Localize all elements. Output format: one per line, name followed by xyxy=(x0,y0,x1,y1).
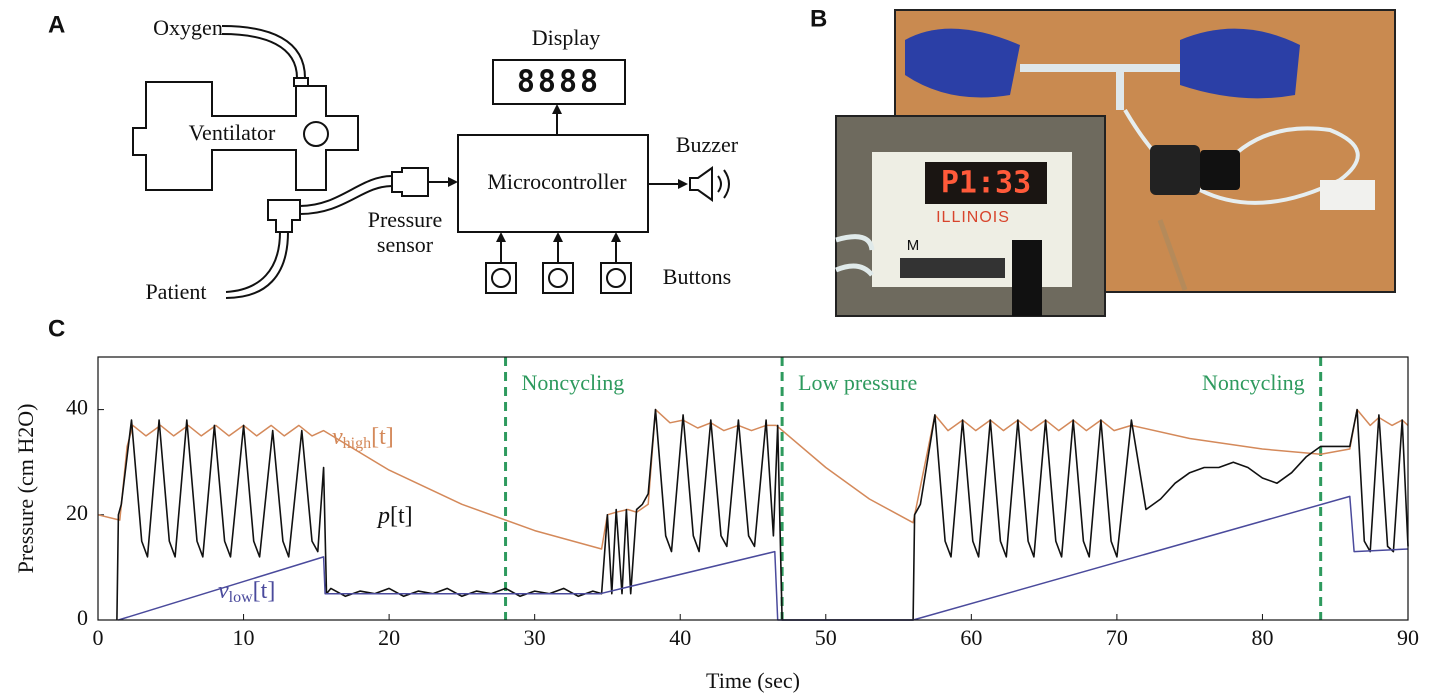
photo: P1:33 ILLINOIS M xyxy=(835,9,1396,317)
inset-display: P1:33 xyxy=(941,166,1031,201)
plot-frame xyxy=(97,356,1409,621)
label: Ventilator xyxy=(189,120,276,145)
series-argument: [t] xyxy=(371,424,394,450)
panel-letter: C xyxy=(48,315,65,342)
series-line xyxy=(97,408,1409,550)
x-tick-label: 0 xyxy=(93,625,104,650)
series-label: p[t] xyxy=(376,503,413,529)
x-tick-label: 70 xyxy=(1106,625,1128,650)
chart: 0 10 20 30 40 50 60 70 80 90 0 20 40 Time (sec) Pressu… xyxy=(13,356,1419,693)
label: Microcontroller xyxy=(487,169,627,194)
display-digits: 8888 xyxy=(517,65,601,100)
arrow-head xyxy=(448,177,458,187)
annotation-label: Noncycling xyxy=(1202,370,1305,395)
x-tick-label: 60 xyxy=(960,625,982,650)
port xyxy=(293,77,309,87)
series-line xyxy=(118,495,1409,621)
arrow-head xyxy=(678,179,688,189)
x-tick-label: 50 xyxy=(815,625,837,650)
series-symbol: v xyxy=(218,578,229,604)
y-tick-label: 40 xyxy=(66,395,88,420)
arrow-head xyxy=(552,104,562,114)
series-label: vhigh[t] xyxy=(332,424,394,452)
x-tick-label: 10 xyxy=(233,625,255,650)
label: Buzzer xyxy=(676,132,739,157)
label: Display xyxy=(532,25,600,50)
series-symbol: v xyxy=(332,424,343,450)
display-box xyxy=(492,59,626,105)
series-argument: [t] xyxy=(253,578,276,604)
label: sensor xyxy=(377,232,434,257)
tube xyxy=(225,231,289,299)
tube xyxy=(221,25,306,79)
series-subscript: high xyxy=(343,435,371,452)
panel-letter: A xyxy=(48,11,65,38)
x-axis-label: Time (sec) xyxy=(706,668,800,693)
ventilator-shape xyxy=(132,81,359,191)
valve xyxy=(303,121,329,147)
pressure-sensor xyxy=(391,167,429,197)
series-line xyxy=(116,408,1409,621)
diagram: Oxygen Ventilator Patient Pressure senso… xyxy=(132,15,739,304)
x-tick-label: 80 xyxy=(1251,625,1273,650)
annotation-label: Noncycling xyxy=(522,370,625,395)
tube xyxy=(299,175,393,215)
label: Buttons xyxy=(663,264,731,289)
inset-brand: ILLINOIS xyxy=(936,209,1010,226)
series-label: vlow[t] xyxy=(218,578,275,606)
series-argument: [t] xyxy=(390,503,413,529)
connector xyxy=(267,199,301,233)
series-subscript: low xyxy=(229,589,253,606)
x-tick-label: 30 xyxy=(524,625,546,650)
x-tick-label: 90 xyxy=(1397,625,1419,650)
panel-letter: B xyxy=(810,5,827,32)
x-tick-label: 40 xyxy=(669,625,691,650)
buttons xyxy=(485,232,632,294)
y-axis-label: Pressure (cm H2O) xyxy=(13,404,38,574)
y-tick-label: 20 xyxy=(66,500,88,525)
label: Pressure xyxy=(368,207,443,232)
y-tick-label: 0 xyxy=(77,605,88,630)
inset-button-label: M xyxy=(907,237,920,254)
x-tick-label: 20 xyxy=(378,625,400,650)
buzzer xyxy=(689,166,730,202)
label: Oxygen xyxy=(153,15,223,40)
label: Patient xyxy=(145,279,206,304)
series-symbol: p xyxy=(376,503,390,529)
annotation-label: Low pressure xyxy=(798,370,917,395)
